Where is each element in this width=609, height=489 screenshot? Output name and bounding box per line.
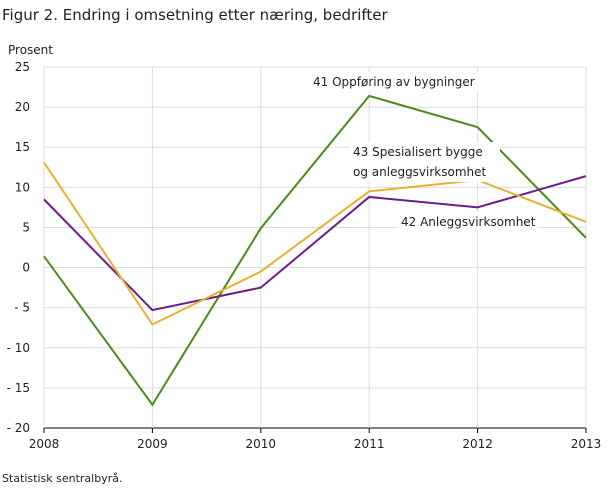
x-tick-label: 2011 — [354, 437, 385, 451]
y-tick-label: 0 — [22, 261, 30, 275]
x-tick-label: 2010 — [246, 437, 277, 451]
y-tick-label: 10 — [15, 180, 30, 194]
y-tick-label: 15 — [15, 140, 30, 154]
y-tick-label: 5 — [22, 220, 30, 234]
line — [43, 94, 587, 407]
y-tick-label: 20 — [15, 100, 30, 114]
series-label: 41 Oppføring av bygninger — [310, 72, 478, 92]
source: Statistisk sentralbyrå. — [2, 472, 122, 485]
y-tick-label: - 10 — [7, 341, 30, 355]
x-tick-label: 2013 — [571, 437, 602, 451]
y-tick-label: - 5 — [14, 301, 30, 315]
x-tick-label: 2008 — [29, 437, 60, 451]
y-tick-label: 25 — [15, 60, 30, 74]
series-label: 43 Spesialisert bygge og anleggsvirksomh… — [350, 142, 500, 182]
y-axis-label: Prosent — [8, 43, 53, 57]
series-label: 42 Anleggsvirksomhet — [398, 212, 539, 232]
x-tick-label: 2009 — [137, 437, 168, 451]
chart-title: Figur 2. Endring i omsetning etter nærin… — [2, 6, 389, 24]
line — [43, 175, 587, 312]
x-tick-label: 2012 — [462, 437, 493, 451]
y-tick-label: - 15 — [7, 381, 30, 395]
y-tick-label: - 20 — [7, 421, 30, 435]
line — [43, 161, 587, 326]
